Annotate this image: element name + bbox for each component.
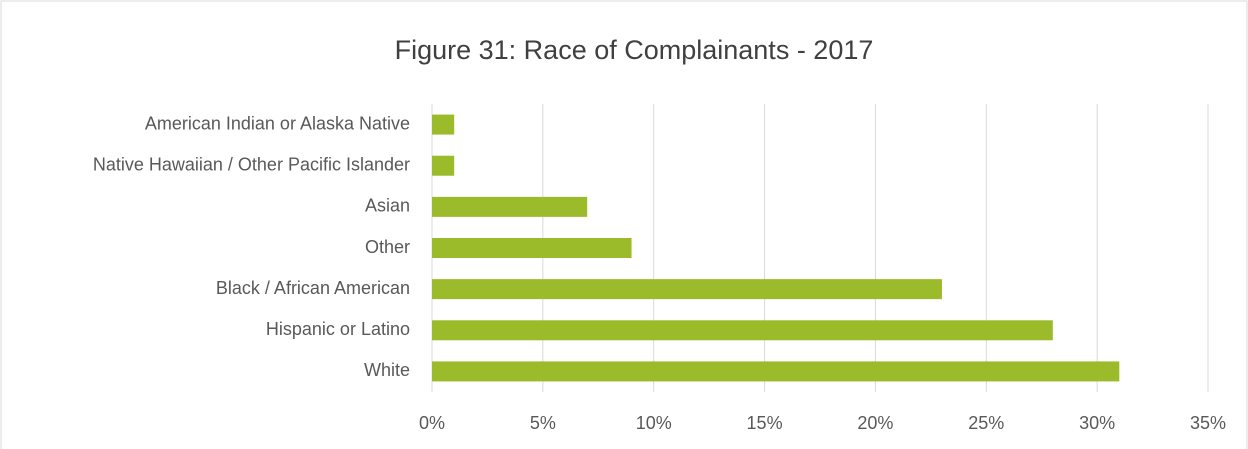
x-tick-label: 25%	[968, 413, 1004, 433]
y-tick-label: Hispanic or Latino	[266, 319, 410, 339]
x-tick-label: 10%	[636, 413, 672, 433]
chart-title: Figure 31: Race of Complainants - 2017	[395, 35, 874, 65]
bar	[432, 238, 632, 258]
bar	[432, 114, 455, 135]
bar	[432, 361, 1120, 382]
x-tick-label: 5%	[530, 413, 556, 433]
y-tick-label: American Indian or Alaska Native	[145, 113, 410, 133]
x-tick-label: 35%	[1190, 413, 1226, 433]
y-tick-label: Other	[365, 237, 410, 257]
bar	[432, 196, 588, 217]
bar	[432, 279, 942, 300]
y-tick-label: White	[364, 360, 410, 380]
x-tick-label: 0%	[419, 413, 445, 433]
y-tick-label: Black / African American	[216, 278, 410, 298]
x-tick-label: 30%	[1079, 413, 1115, 433]
x-tick-label: 20%	[857, 413, 893, 433]
bar	[432, 320, 1053, 341]
y-tick-label: Native Hawaiian / Other Pacific Islander	[93, 154, 410, 174]
bar	[432, 155, 455, 176]
y-tick-label: Asian	[365, 196, 410, 216]
x-tick-label: 15%	[747, 413, 783, 433]
